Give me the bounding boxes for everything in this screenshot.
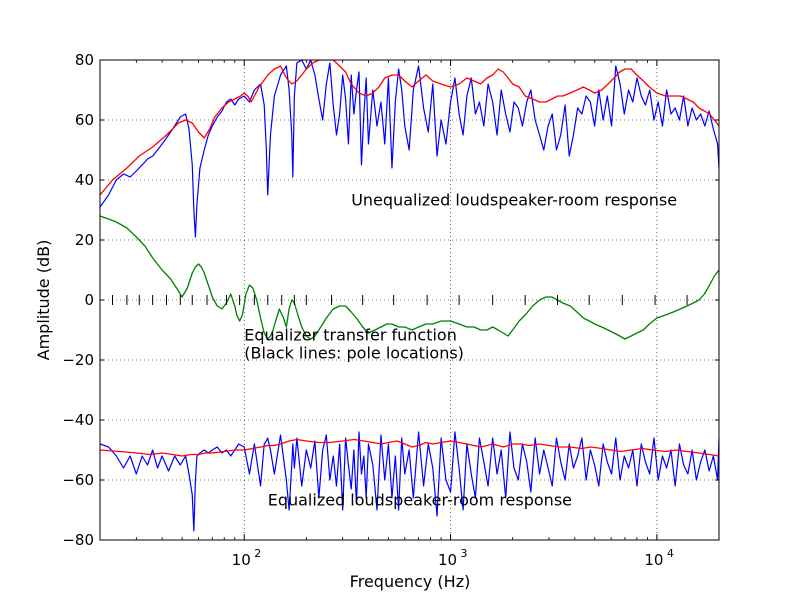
series-line-equalizer-2 xyxy=(100,215,719,340)
series-group xyxy=(100,60,719,532)
series-line-smoothed-4 xyxy=(100,438,719,457)
annotation-1: Equalizer transfer function xyxy=(244,326,457,345)
x-tick-label-exponent: 3 xyxy=(461,547,468,560)
y-tick-label: −40 xyxy=(62,411,94,429)
y-tick-label: −80 xyxy=(62,531,94,549)
y-tick-label: 60 xyxy=(75,111,94,129)
y-tick-label: 40 xyxy=(75,171,94,189)
y-axis-label: Amplitude (dB) xyxy=(34,240,53,361)
y-tick-label: 20 xyxy=(75,231,94,249)
annotation-0: Unequalized loudspeaker-room response xyxy=(351,191,677,210)
x-tick-label: 10 xyxy=(232,551,251,569)
annotation-2: (Black lines: pole locations) xyxy=(244,344,464,363)
x-tick-label-exponent: 2 xyxy=(254,547,261,560)
annotations: Unequalized loudspeaker-room response Equ… xyxy=(244,191,677,510)
grid xyxy=(100,60,719,540)
y-tick-label: −60 xyxy=(62,471,94,489)
series-line-smoothed-1 xyxy=(100,60,719,196)
x-axis-label: Frequency (Hz) xyxy=(350,572,471,591)
y-tick-label: 80 xyxy=(75,51,94,69)
pole-markers xyxy=(112,295,688,305)
y-tick-label: −20 xyxy=(62,351,94,369)
series-line-raw-3 xyxy=(100,431,719,532)
y-tick-label: 0 xyxy=(84,291,94,309)
x-tick-label: 10 xyxy=(644,551,663,569)
x-tick-label-exponent: 4 xyxy=(667,547,674,560)
annotation-3: Equalized loudspeaker-room response xyxy=(268,491,572,510)
x-tick-label: 10 xyxy=(438,551,457,569)
